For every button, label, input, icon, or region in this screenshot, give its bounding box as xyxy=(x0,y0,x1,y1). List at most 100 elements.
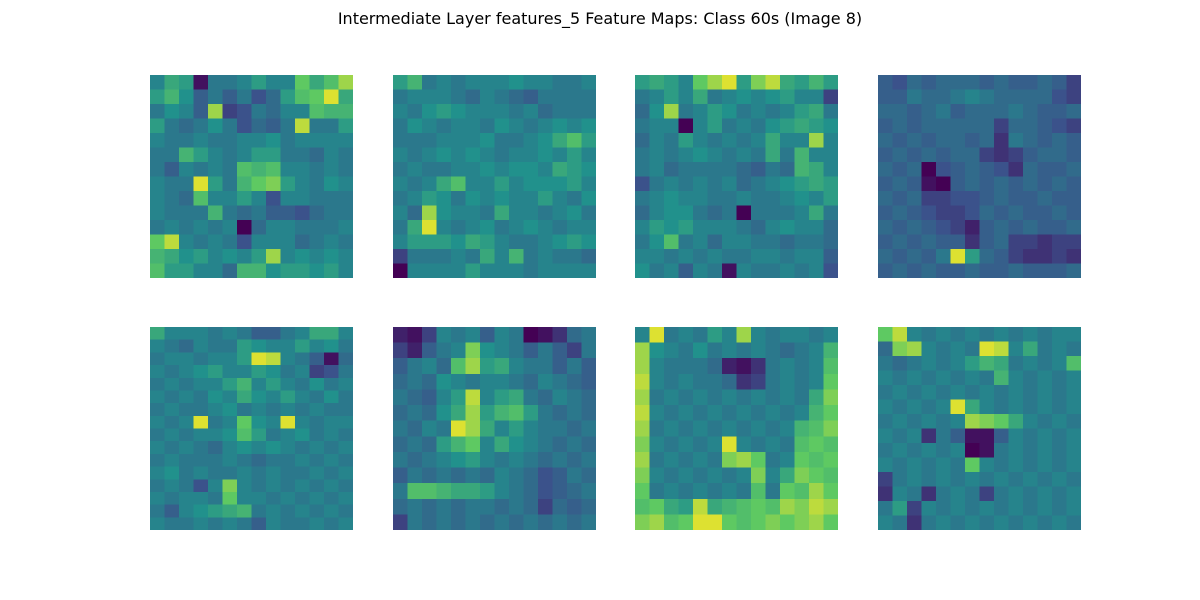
heatmap-cell xyxy=(736,162,752,178)
heatmap-cell xyxy=(765,249,781,265)
heatmap-cell xyxy=(823,133,838,149)
heatmap-cell xyxy=(664,176,680,192)
heatmap-cell xyxy=(736,342,752,359)
heatmap-cell xyxy=(1052,75,1068,91)
heatmap-cell xyxy=(751,483,767,500)
heatmap-cell xyxy=(266,415,282,430)
heatmap-cell xyxy=(338,365,353,379)
heatmap-cell xyxy=(538,327,554,344)
heatmap-cell xyxy=(393,89,409,105)
heatmap-cell xyxy=(794,327,810,344)
heatmap-cell xyxy=(751,405,767,422)
heatmap-cell xyxy=(1008,118,1024,134)
heatmap-cell xyxy=(649,373,665,391)
heatmap-cell xyxy=(538,373,554,391)
heatmap-cell xyxy=(1052,133,1068,149)
heatmap-cell xyxy=(823,220,838,236)
heatmap-cell xyxy=(523,514,539,530)
heatmap-cell xyxy=(581,342,596,359)
heatmap-cell xyxy=(936,162,952,178)
heatmap-cell xyxy=(465,220,481,236)
heatmap-cell xyxy=(765,118,781,134)
heatmap-cell xyxy=(1066,234,1081,250)
heatmap-cell xyxy=(509,483,525,500)
heatmap-cell xyxy=(979,104,995,120)
heatmap-cell xyxy=(907,501,923,517)
heatmap-cell xyxy=(422,89,438,105)
heatmap-cell xyxy=(722,498,738,515)
heatmap-cell xyxy=(693,249,709,265)
heatmap-cell xyxy=(538,75,554,91)
heatmap-cell xyxy=(1052,162,1068,178)
heatmap-cell xyxy=(722,373,738,391)
heatmap-cell xyxy=(266,466,282,480)
heatmap-cell xyxy=(780,389,796,406)
heatmap-cell xyxy=(950,399,966,415)
heatmap-cell xyxy=(494,118,510,134)
heatmap-cell xyxy=(965,370,981,386)
heatmap-cell xyxy=(736,118,752,134)
heatmap-cell xyxy=(1023,133,1039,149)
heatmap-cell xyxy=(266,147,282,163)
heatmap-cell xyxy=(950,205,966,221)
heatmap-cell xyxy=(722,420,738,437)
heatmap-cell xyxy=(780,205,796,221)
heatmap-cell xyxy=(878,370,894,386)
heatmap-cell xyxy=(208,453,224,468)
heatmap-cell xyxy=(208,428,224,442)
heatmap-cell xyxy=(465,405,481,422)
heatmap-cell xyxy=(179,377,195,392)
heatmap-cell xyxy=(678,263,694,278)
heatmap-cell xyxy=(1037,341,1053,357)
heatmap-cell xyxy=(222,479,238,493)
heatmap-cell xyxy=(280,453,296,468)
heatmap-cell xyxy=(567,327,583,344)
heatmap-cell xyxy=(193,403,209,417)
heatmap-cell xyxy=(251,327,267,341)
heatmap-cell xyxy=(1023,428,1039,444)
heatmap-cell xyxy=(251,75,267,91)
heatmap-cell xyxy=(393,389,409,406)
heatmap-cell xyxy=(295,491,311,506)
heatmap-cell xyxy=(780,483,796,500)
heatmap-cell xyxy=(1008,385,1024,401)
heatmap-cell xyxy=(567,420,583,437)
heatmap-cell xyxy=(222,263,238,278)
heatmap-cell xyxy=(150,133,166,149)
heatmap-cell xyxy=(193,162,209,178)
heatmap-cell xyxy=(480,389,496,406)
heatmap-cell xyxy=(222,466,238,480)
heatmap-cell xyxy=(509,191,525,207)
heatmap-cell xyxy=(950,89,966,105)
heatmap-cell xyxy=(936,75,952,91)
heatmap-cell xyxy=(338,403,353,417)
heatmap-cell xyxy=(765,104,781,120)
heatmap-cell xyxy=(693,483,709,500)
heatmap-cell xyxy=(251,491,267,506)
heatmap-cell xyxy=(907,457,923,473)
heatmap-cell xyxy=(892,205,908,221)
heatmap-cell xyxy=(892,486,908,502)
heatmap-cell xyxy=(936,472,952,488)
heatmap-cell xyxy=(436,451,452,469)
heatmap-cell xyxy=(780,342,796,359)
heatmap-cell xyxy=(309,479,325,493)
heatmap-cell xyxy=(664,263,680,278)
heatmap-cell xyxy=(1008,370,1024,386)
heatmap-cell xyxy=(664,249,680,265)
heatmap-cell xyxy=(179,162,195,178)
feature-map-4 xyxy=(878,75,1081,278)
heatmap-cell xyxy=(222,162,238,178)
heatmap-cell xyxy=(921,118,937,134)
heatmap-cell xyxy=(965,385,981,401)
heatmap-cell xyxy=(193,453,209,468)
heatmap-cell xyxy=(994,118,1010,134)
heatmap-cell xyxy=(965,263,981,278)
heatmap-cell xyxy=(907,205,923,221)
heatmap-cell xyxy=(794,89,810,105)
heatmap-cell xyxy=(295,377,311,392)
heatmap-cell xyxy=(979,118,995,134)
heatmap-cell xyxy=(649,234,665,250)
heatmap-cell xyxy=(965,443,981,459)
heatmap-cell xyxy=(979,370,995,386)
